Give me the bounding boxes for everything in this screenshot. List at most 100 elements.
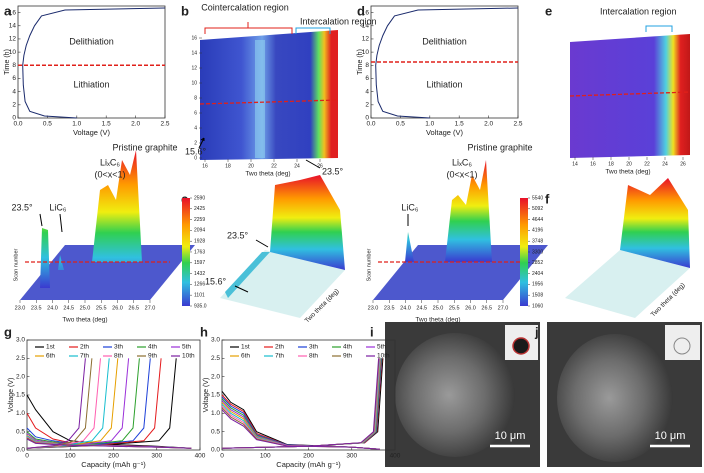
y-axis-title: Time (h) bbox=[357, 49, 364, 75]
surface-f bbox=[565, 178, 690, 318]
panel-label: h bbox=[200, 324, 208, 339]
y-tick-label: 4 bbox=[194, 125, 197, 131]
x-tick-label: 1.0 bbox=[72, 121, 81, 128]
x-tick-label: 25.0 bbox=[80, 305, 91, 311]
legend-label: 6th bbox=[241, 353, 250, 360]
y-tick-label: 2 bbox=[365, 102, 369, 109]
x-tick-label: 0 bbox=[25, 453, 29, 460]
colorbar-label: 4196 bbox=[532, 228, 543, 234]
colorbar-label: 2094 bbox=[194, 228, 205, 234]
panel-label: f bbox=[545, 191, 550, 206]
legend-label: 3th bbox=[114, 344, 123, 351]
colorbar-label: 5540 bbox=[532, 195, 543, 201]
legend-label: 8th bbox=[114, 353, 123, 360]
x-tick-label: 16 bbox=[202, 163, 208, 169]
colorbar-label: 1763 bbox=[194, 249, 205, 255]
arrow bbox=[198, 137, 205, 149]
x-tick-label: 18 bbox=[225, 163, 231, 169]
y-tick-label: 14 bbox=[9, 22, 17, 29]
series-line bbox=[26, 358, 192, 449]
colorbar-label: 3300 bbox=[532, 249, 543, 255]
panel-label: i bbox=[370, 324, 374, 339]
colorbar-label: 1597 bbox=[194, 260, 205, 266]
annotation: Pristine graphite bbox=[112, 142, 177, 152]
legend-label: 2th bbox=[80, 344, 89, 351]
region-label: Intercalation region bbox=[300, 16, 377, 26]
x-tick-label: 2.0 bbox=[484, 121, 493, 128]
annotation: LiC₆ bbox=[49, 202, 67, 212]
y-tick-label: 2 bbox=[194, 140, 197, 146]
annotation: 15.6° bbox=[205, 276, 227, 286]
annotation: Lithiation bbox=[73, 79, 109, 89]
colorbar-label: 4644 bbox=[532, 217, 543, 223]
x-tick-label: 27.0 bbox=[145, 305, 156, 311]
y-tick-label: 6 bbox=[194, 110, 197, 116]
colorbar-label: 2404 bbox=[532, 271, 543, 277]
y-tick-label: 4 bbox=[12, 88, 16, 95]
y-tick-label: 14 bbox=[362, 22, 370, 29]
colorbar bbox=[520, 198, 528, 306]
x-axis-title: Voltage (V) bbox=[426, 128, 464, 137]
y-tick-label: 16 bbox=[9, 9, 17, 16]
legend-label: 7th bbox=[80, 353, 89, 360]
y-tick-label: 0.5 bbox=[16, 428, 25, 435]
y-tick-label: 10 bbox=[362, 49, 370, 56]
x-tick-label: 24.0 bbox=[400, 305, 411, 311]
y-tick-label: 0.0 bbox=[211, 447, 220, 454]
x-axis-title: Capacity (mAh g⁻¹) bbox=[81, 460, 146, 469]
y-tick-label: 1.5 bbox=[211, 392, 220, 399]
series-line bbox=[26, 358, 192, 449]
series-line bbox=[221, 358, 382, 450]
region-label: Cointercalation region bbox=[201, 2, 289, 12]
series-line bbox=[26, 358, 192, 449]
plot-frame bbox=[17, 5, 166, 119]
x-tick-label: 20 bbox=[626, 161, 632, 167]
series-line bbox=[221, 358, 381, 450]
surface-c bbox=[220, 175, 345, 318]
series-line bbox=[221, 358, 380, 450]
panel-label: b bbox=[181, 3, 189, 18]
annotation: Delithiation bbox=[69, 37, 114, 47]
series-line bbox=[375, 7, 519, 119]
surface-d bbox=[373, 160, 548, 300]
legend-label: 9th bbox=[343, 353, 352, 360]
y-tick-label: 4 bbox=[365, 88, 369, 95]
y-tick-label: 1.5 bbox=[16, 392, 25, 399]
x-tick-label: 18 bbox=[608, 161, 614, 167]
x-tick-label: 25.5 bbox=[449, 305, 460, 311]
y-tick-label: 8 bbox=[194, 95, 197, 101]
series-line bbox=[221, 358, 381, 450]
x-tick-label: 24 bbox=[294, 163, 300, 169]
x-tick-label: 1.5 bbox=[455, 121, 464, 128]
bracket bbox=[204, 22, 293, 34]
x-tick-label: 400 bbox=[390, 453, 401, 460]
panel-label: g bbox=[4, 324, 12, 339]
surface-a bbox=[20, 150, 195, 300]
x-axis-title: Two theta (deg) bbox=[245, 171, 290, 178]
series-line bbox=[26, 358, 192, 449]
y-tick-label: 16 bbox=[362, 9, 370, 16]
x-tick-label: 400 bbox=[195, 453, 206, 460]
legend-label: 1st bbox=[46, 344, 55, 351]
scale-bar-label: 10 μm bbox=[495, 430, 526, 442]
series-line bbox=[26, 358, 192, 449]
x-tick-label: 25.0 bbox=[433, 305, 444, 311]
panel-label: j bbox=[534, 324, 539, 339]
y-tick-label: 10 bbox=[9, 49, 17, 56]
series-line bbox=[26, 358, 192, 449]
x-tick-label: 16 bbox=[590, 161, 596, 167]
annotation: (0<x<1) bbox=[94, 169, 125, 179]
legend-label: 5th bbox=[377, 344, 386, 351]
annotation: 23.5° bbox=[227, 230, 249, 240]
y-tick-label: 10 bbox=[191, 80, 197, 86]
x-tick-label: 2.0 bbox=[131, 121, 140, 128]
x-tick-label: 0.0 bbox=[13, 121, 22, 128]
bracket bbox=[645, 25, 673, 32]
series-line bbox=[221, 358, 383, 450]
x-tick-label: 2.5 bbox=[513, 121, 522, 128]
y-tick-label: 3.0 bbox=[211, 337, 220, 344]
arrow bbox=[305, 159, 321, 169]
y-tick-label: 6 bbox=[12, 75, 16, 82]
x-tick-label: 200 bbox=[303, 453, 314, 460]
